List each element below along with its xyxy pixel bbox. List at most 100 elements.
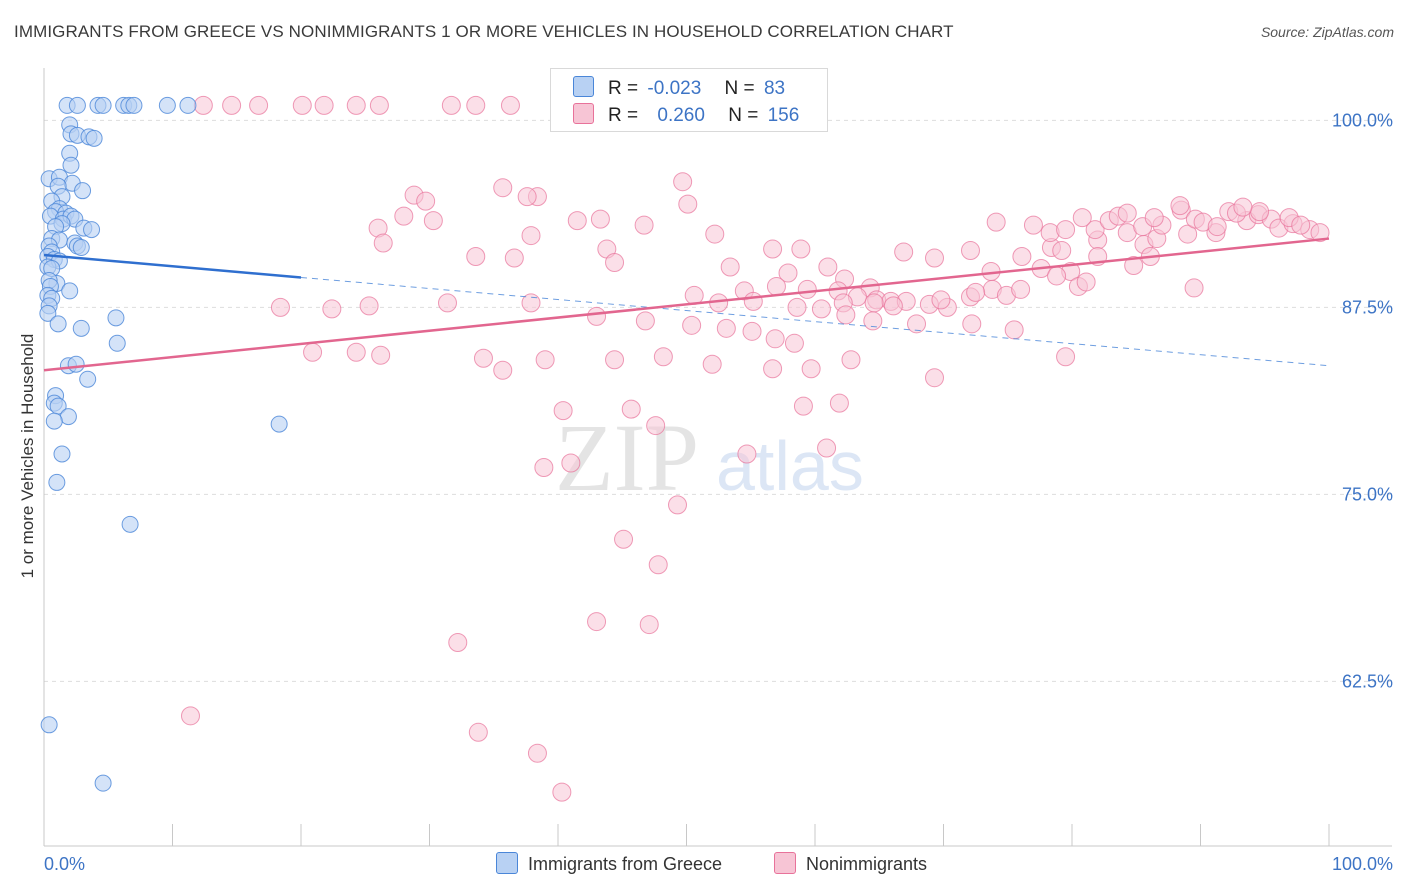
nonimmigrants-point [1117, 203, 1137, 223]
series-swatch-pink [774, 852, 796, 874]
nonimmigrants-point [587, 306, 607, 326]
nonimmigrants-point [535, 350, 555, 370]
nonimmigrants-point [517, 187, 537, 207]
grid-lines [44, 119, 1392, 682]
greece-point [79, 370, 97, 388]
nonimmigrants-point [784, 333, 804, 353]
nonimmigrants-point [829, 393, 849, 413]
nonimmigrants-point [1250, 202, 1270, 222]
nonimmigrants-point [493, 178, 513, 198]
greece-trend-line [43, 253, 302, 279]
legend-n-value: 83 [763, 78, 786, 99]
nonimmigrants-point [716, 318, 736, 338]
legend-n-label: N = [724, 78, 755, 99]
nonimmigrants-point [500, 95, 520, 115]
nonimmigrants-point [1207, 217, 1227, 237]
nonimmigrants-point [521, 293, 541, 313]
stats-legend: R = -0.023 N = 83 R = 0.260 N = 156 [550, 68, 828, 132]
greece-point [68, 96, 86, 114]
nonimmigrants-point [817, 438, 837, 458]
nonimmigrants-point [673, 172, 693, 192]
nonimmigrants-point [614, 529, 634, 549]
greece-point [74, 182, 92, 200]
nonimmigrants-point [371, 345, 391, 365]
nonimmigrants-point [742, 321, 762, 341]
nonimmigrants-point [521, 226, 541, 246]
greece-point [179, 96, 197, 114]
greece-point [94, 96, 112, 114]
greece-point [61, 282, 79, 300]
nonimmigrants-point [791, 239, 811, 259]
series-label-nonimmigrants: Nonimmigrants [806, 854, 928, 874]
nonimmigrants-point [925, 248, 945, 268]
nonimmigrants-point [605, 253, 625, 272]
series-legend-nonimmigrants[interactable]: Nonimmigrants [774, 852, 927, 875]
nonimmigrants-point [466, 95, 486, 115]
y-tick-label: 62.5% [1342, 671, 1393, 691]
greece-point [158, 96, 176, 114]
nonimmigrants-point [818, 257, 838, 277]
nonimmigrants-point [270, 297, 290, 317]
y-axis-title: 1 or more Vehicles in Household [18, 333, 37, 579]
nonimmigrants-point [504, 248, 524, 268]
nonimmigrants-point [737, 444, 757, 464]
nonimmigrants-point [801, 359, 821, 379]
nonimmigrants-point [534, 457, 554, 477]
nonimmigrants-point [180, 706, 200, 726]
nonimmigrants-point [1047, 266, 1067, 286]
nonimmigrants-point [441, 95, 461, 115]
nonimmigrants-point [931, 290, 951, 310]
nonimmigrants-point [1144, 208, 1164, 228]
greece-point [62, 156, 80, 174]
nonimmigrants-point [561, 453, 581, 473]
greece-point [125, 96, 143, 114]
nonimmigrants-point [702, 354, 722, 374]
nonimmigrants-point [193, 95, 213, 115]
nonimmigrants-point [1056, 220, 1076, 240]
chart-title: IMMIGRANTS FROM GREECE VS NONIMMIGRANTS … [14, 22, 954, 41]
y-axis-labels: 62.5% 75.0% 87.5% 100.0% [1332, 110, 1393, 691]
watermark-atlas: atlas [716, 427, 864, 505]
greece-point [53, 445, 71, 463]
greece-point [45, 412, 63, 430]
nonimmigrants-point [766, 276, 786, 296]
nonimmigrants-point [468, 722, 488, 742]
nonimmigrants-point [793, 396, 813, 416]
nonimmigrants-point [962, 314, 982, 334]
nonimmigrants-point [1072, 208, 1092, 228]
greece-point [107, 309, 125, 327]
greece-point [67, 355, 85, 373]
y-tick-label: 87.5% [1342, 297, 1393, 317]
legend-r-label: R = [608, 78, 639, 99]
x-tick-label-min: 0.0% [44, 854, 85, 874]
nonimmigrants-point [552, 782, 572, 802]
nonimmigrants-point [466, 247, 486, 267]
series-legend: Immigrants from Greece Nonimmigrants [0, 852, 1406, 878]
series-legend-greece[interactable]: Immigrants from Greece [496, 852, 722, 875]
nonimmigrants-point [787, 297, 807, 317]
greece-point [83, 221, 101, 239]
nonimmigrants-point [423, 211, 443, 231]
nonimmigrants-point [986, 212, 1006, 232]
nonimmigrants-point [621, 399, 641, 419]
nonimmigrants-point [668, 495, 688, 515]
nonimmigrants-point [1023, 215, 1043, 235]
nonimmigrants-trend-line [43, 237, 1330, 372]
nonimmigrants-point [1052, 241, 1072, 261]
nonimmigrants-point [590, 209, 610, 229]
nonimmigrants-point [1040, 223, 1060, 243]
nonimmigrants-point [811, 299, 831, 319]
series-swatch-blue [496, 852, 518, 874]
nonimmigrants-point [841, 350, 861, 370]
nonimmigrants-point [705, 224, 725, 244]
greece-point [85, 129, 103, 147]
series-label-greece: Immigrants from Greece [528, 854, 723, 874]
greece-point [108, 334, 126, 352]
nonimmigrants-point [527, 743, 547, 763]
nonimmigrants-point [553, 401, 573, 421]
nonimmigrants-point [863, 311, 883, 331]
greece-point [94, 774, 112, 792]
nonimmigrants-point [394, 206, 414, 226]
nonimmigrants-point [587, 612, 607, 632]
nonimmigrants-point [567, 211, 587, 231]
